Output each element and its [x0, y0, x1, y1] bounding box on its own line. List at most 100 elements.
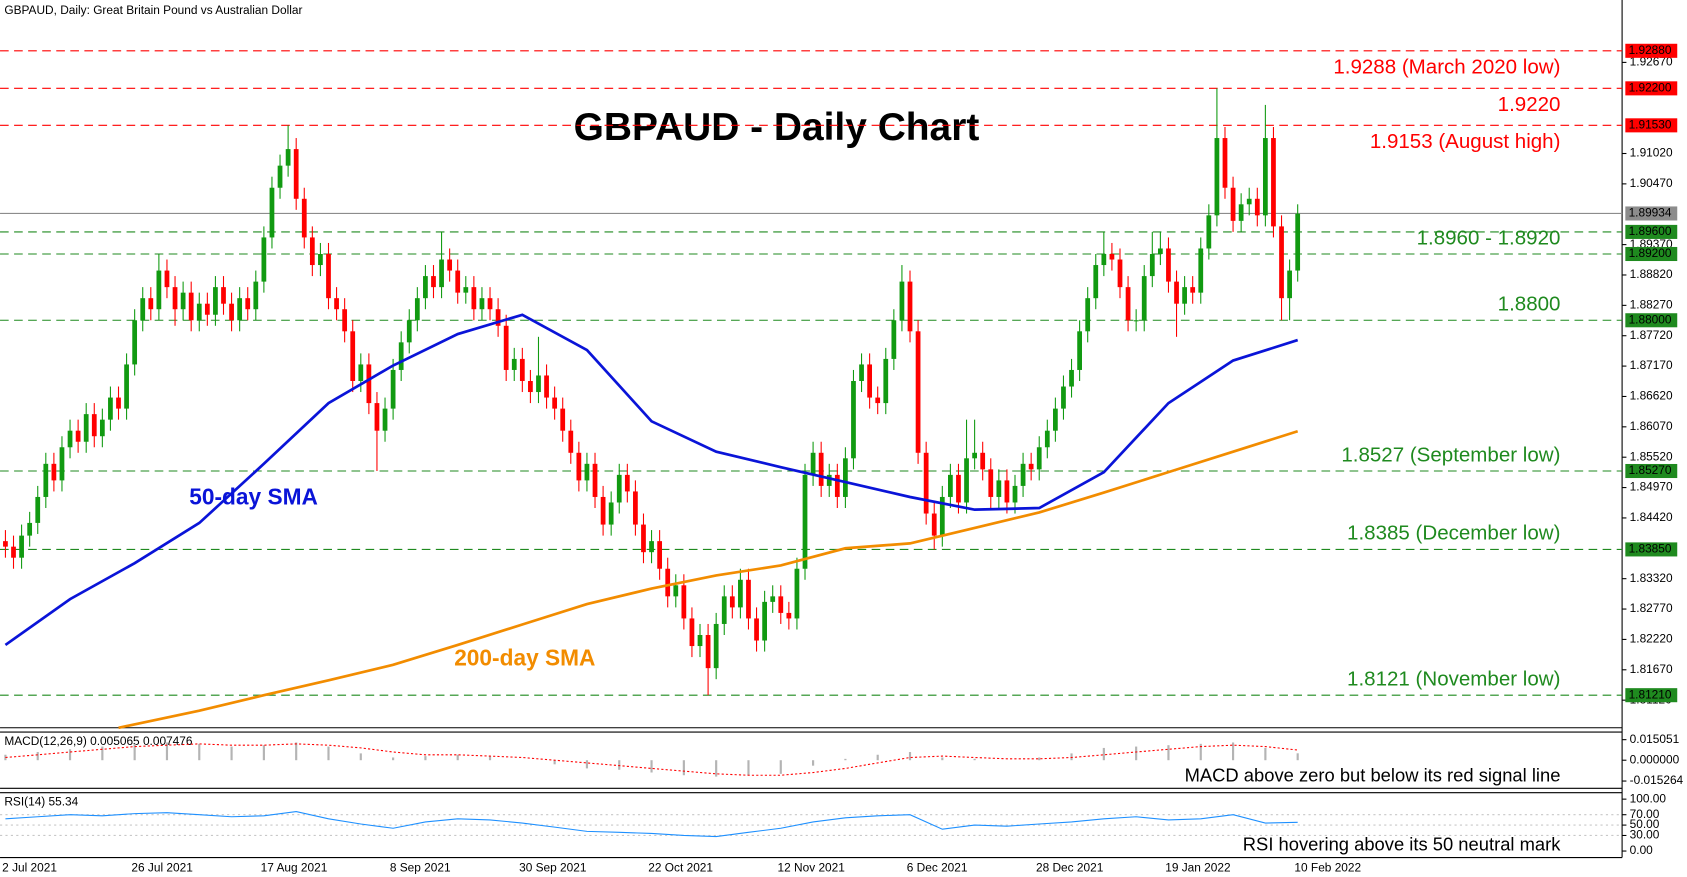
- candle-body: [1287, 270, 1292, 299]
- candle-body: [1198, 248, 1204, 293]
- candle-body: [132, 320, 138, 365]
- candle-body: [334, 298, 339, 310]
- candle-body: [762, 601, 768, 641]
- x-tick-label: 8 Sep 2021: [390, 860, 451, 874]
- candle-body: [1053, 408, 1058, 431]
- candle-body: [1036, 447, 1042, 470]
- candle-body: [1238, 204, 1244, 221]
- candle-body: [99, 419, 105, 437]
- y-tick-label: 1.83320: [1630, 571, 1673, 585]
- candle-body: [19, 535, 24, 558]
- candle-body: [439, 259, 444, 288]
- y-tick-label: -0.015264: [1630, 773, 1684, 787]
- candle-body: [1295, 213, 1301, 271]
- candle-body: [1077, 331, 1082, 370]
- candle-body: [1117, 259, 1123, 288]
- level-box: [1625, 542, 1678, 557]
- candle-body: [1044, 430, 1050, 448]
- candle-body: [253, 281, 259, 310]
- candle-body: [406, 320, 412, 343]
- level-label: 1.89600: [1629, 224, 1672, 238]
- candle-body: [309, 237, 315, 266]
- candle-body: [1149, 254, 1155, 277]
- y-tick-label: 50.00: [1630, 817, 1660, 831]
- candle-body: [616, 474, 622, 503]
- y-tick-label: 0.015051: [1630, 732, 1680, 746]
- candle-body: [939, 496, 945, 536]
- level-box: [1625, 688, 1678, 703]
- candle-body: [59, 447, 65, 481]
- candle-body: [180, 292, 186, 310]
- candle-body: [1279, 226, 1284, 299]
- candle-body: [802, 474, 808, 569]
- level-note: 1.8960 - 1.8920: [1417, 226, 1561, 249]
- candle-body: [810, 452, 816, 475]
- candle-body: [1085, 298, 1091, 332]
- candle-body: [826, 474, 832, 486]
- candle-body: [91, 414, 97, 437]
- y-tick-label: 0.00: [1630, 843, 1654, 857]
- candle-body: [221, 287, 226, 304]
- candle-body: [414, 298, 420, 321]
- candle-body: [75, 430, 81, 442]
- candle-body: [1028, 463, 1034, 470]
- candle-body: [382, 408, 388, 431]
- level-note: 1.9153 (August high): [1370, 130, 1561, 153]
- candle-body: [988, 469, 994, 497]
- candle-body: [867, 364, 873, 398]
- candle-body: [35, 496, 41, 523]
- candle-body: [633, 491, 638, 525]
- candle-body: [124, 364, 129, 409]
- candle-body: [891, 320, 897, 359]
- level-label: 1.91530: [1629, 117, 1672, 131]
- candle-body: [1222, 138, 1228, 188]
- candle-body: [552, 397, 558, 409]
- candle-body: [3, 541, 8, 547]
- level-box: [1625, 463, 1678, 479]
- candle-body: [705, 635, 711, 669]
- y-tick-label: 1.82770: [1630, 601, 1673, 615]
- candle-body: [923, 452, 929, 514]
- level-label: 1.92200: [1629, 80, 1672, 94]
- candle-body: [326, 254, 331, 299]
- candle-body: [423, 276, 428, 299]
- y-tick-label: 1.88820: [1630, 267, 1673, 281]
- x-tick-label: 12 Nov 2021: [778, 860, 846, 874]
- candle-body: [576, 452, 582, 481]
- candle-body: [487, 298, 493, 310]
- candle-body: [164, 270, 170, 288]
- candle-body: [1254, 198, 1260, 216]
- y-tick-label: 100.00: [1630, 791, 1667, 805]
- candle-body: [536, 375, 541, 393]
- sma-label: 200-day SMA: [454, 645, 595, 671]
- candle-body: [1125, 287, 1131, 321]
- candle-body: [770, 596, 776, 602]
- candle-body: [697, 635, 703, 647]
- level-note: 1.9220: [1498, 93, 1561, 116]
- candle-body: [689, 618, 695, 647]
- candle-body: [1174, 281, 1179, 304]
- candle-body: [1020, 463, 1026, 486]
- level-label: 1.89934: [1629, 206, 1672, 220]
- candle-body: [1093, 265, 1099, 299]
- candle-body: [213, 287, 218, 315]
- level-label: 1.85270: [1629, 463, 1672, 477]
- candle-body: [431, 276, 436, 288]
- chart-title: GBPAUD - Daily Chart: [574, 106, 980, 149]
- panel-note: MACD above zero but below its red signal…: [1185, 764, 1561, 785]
- level-box: [1625, 224, 1678, 239]
- candle-body: [11, 546, 16, 558]
- y-tick-label: 1.86620: [1630, 389, 1673, 403]
- x-tick-label: 28 Dec 2021: [1036, 860, 1104, 874]
- candle-body: [342, 309, 348, 332]
- candle-body: [641, 524, 646, 553]
- candle-body: [358, 364, 364, 382]
- x-tick-label: 10 Feb 2022: [1294, 860, 1361, 874]
- candle-body: [843, 458, 848, 497]
- level-box: [1625, 313, 1678, 328]
- candle-body: [1246, 198, 1252, 205]
- sma-line: [118, 429, 1299, 730]
- candle-body: [544, 375, 549, 398]
- y-tick-label: 1.92670: [1630, 55, 1673, 69]
